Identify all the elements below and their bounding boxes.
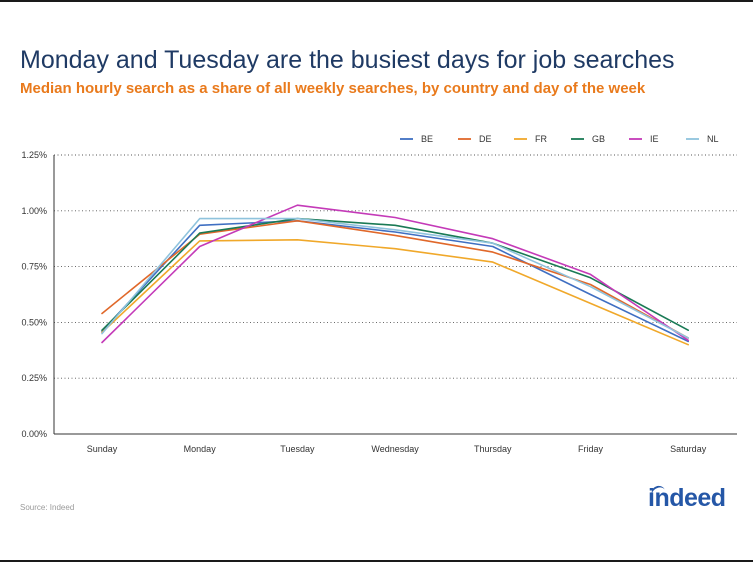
series-line-ie xyxy=(101,204,690,344)
y-tick-label: 0.25% xyxy=(21,373,47,383)
x-tick-label: Sunday xyxy=(87,444,118,454)
x-tick-label: Tuesday xyxy=(280,444,315,454)
legend-label-ie: IE xyxy=(650,134,659,144)
x-tick-label: Friday xyxy=(578,444,604,454)
y-tick-label: 0.00% xyxy=(21,429,47,439)
x-tick-label: Thursday xyxy=(474,444,512,454)
source-note: Source: Indeed xyxy=(20,503,75,512)
chart-title: Monday and Tuesday are the busiest days … xyxy=(20,46,675,74)
series-line-de xyxy=(101,220,690,339)
y-tick-label: 1.25% xyxy=(21,150,47,160)
x-tick-label: Saturday xyxy=(670,444,707,454)
y-tick-label: 0.50% xyxy=(21,317,47,327)
series-line-be xyxy=(101,220,690,343)
legend-label-de: DE xyxy=(479,134,492,144)
legend-label-fr: FR xyxy=(535,134,547,144)
series-lines xyxy=(101,204,690,346)
x-tick-label: Wednesday xyxy=(371,444,419,454)
series-line-nl xyxy=(101,217,690,339)
y-axis: 0.00% 0.25% 0.50% 0.75% 1.00% 1.25% xyxy=(21,150,55,439)
y-tick-label: 0.75% xyxy=(21,262,47,272)
series-line-gb xyxy=(101,217,690,332)
y-tick-label: 1.00% xyxy=(21,206,47,216)
legend-label-be: BE xyxy=(421,134,433,144)
chart-subtitle: Median hourly search as a share of all w… xyxy=(20,80,646,97)
series-line-fr xyxy=(101,239,690,346)
grid-lines xyxy=(54,154,737,435)
legend: BE DE FR GB IE NL xyxy=(400,134,719,144)
indeed-logo: indeed xyxy=(648,484,726,512)
legend-label-nl: NL xyxy=(707,134,719,144)
legend-label-gb: GB xyxy=(592,134,605,144)
x-axis: Sunday Monday Tuesday Wednesday Thursday Frid… xyxy=(87,444,707,454)
x-tick-label: Monday xyxy=(184,444,217,454)
